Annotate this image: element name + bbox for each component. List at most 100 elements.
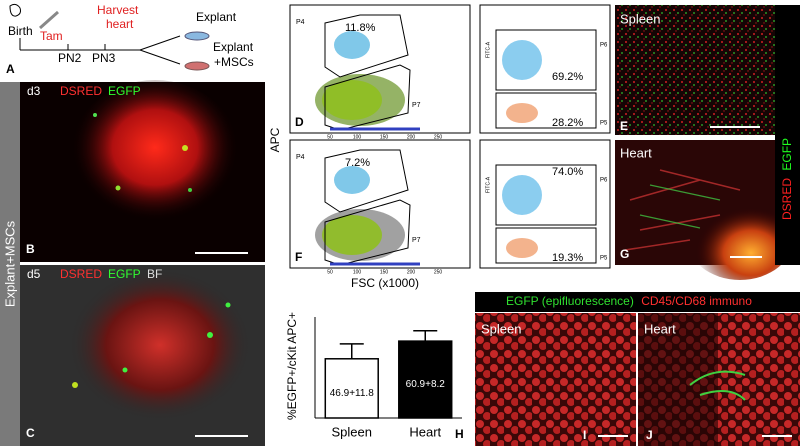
flow-panel: P4 P7 11.8% D 50 100 150 200 250 P6 P5 69.2% 28.2% FI…: [289, 4, 611, 140]
population: [506, 103, 538, 123]
percent: 7.2%: [345, 157, 370, 169]
gate: [495, 92, 597, 129]
gate: [324, 14, 409, 78]
x-tick-label: Spleen: [332, 424, 372, 439]
population: [506, 238, 538, 258]
x-tick-label: 100: [353, 134, 362, 140]
x-tick-label: 200: [407, 134, 416, 140]
panel-letter: F: [295, 250, 302, 264]
x-tick-label: 250: [434, 269, 443, 275]
outcome: Explant: [196, 10, 237, 24]
micrograph: [615, 5, 775, 135]
value-label: 60.9+8.2: [406, 379, 446, 390]
arrow: [139, 35, 181, 65]
stage: PN2: [58, 51, 82, 65]
gate-label: P5: [600, 121, 608, 127]
gate: [324, 199, 411, 266]
immuno-header: [475, 292, 800, 312]
population: [502, 40, 542, 80]
tissue: Heart: [620, 145, 652, 160]
day: d3: [27, 84, 41, 98]
side-label: Explant+MSCs: [2, 220, 17, 307]
population: [322, 215, 382, 255]
x-tick-label: 250: [434, 134, 443, 140]
population: [334, 31, 370, 59]
panel-letter: D: [295, 115, 304, 129]
outcome: Explant: [213, 40, 254, 54]
y-axis-label: APC: [268, 127, 282, 152]
plot-frame: [479, 4, 611, 134]
x-tick-label: 50: [327, 269, 333, 275]
gate: [324, 149, 409, 213]
cell-cluster: [70, 270, 250, 420]
panel-letter: E: [620, 119, 628, 133]
percent: 69.2%: [552, 71, 583, 83]
stage: PN3: [92, 51, 116, 65]
population: [334, 166, 370, 194]
image-c: d5 DSRED EGFP BF C: [20, 265, 265, 446]
gate: [495, 29, 597, 91]
stain: EGFP: [108, 84, 141, 98]
flow-panel: P4 P7 7.2% F 50 100 150 200 250 P6 P5 74.0% 19.3% FIT…: [289, 139, 611, 275]
x-tick-label: 50: [327, 134, 333, 140]
x-tick-label: 150: [380, 269, 389, 275]
dish: [184, 31, 210, 41]
tissue: Spleen: [620, 11, 660, 26]
percent: 74.0%: [552, 166, 583, 178]
panel-letter: I: [583, 428, 586, 442]
mouse-icon: [9, 3, 21, 17]
event: heart: [106, 17, 134, 31]
syringe-icon: [39, 10, 59, 30]
gate-label: P7: [412, 237, 421, 244]
tissue: Spleen: [481, 321, 521, 336]
immuno-header-text: EGFP (epifluorescence) CD45/CD68 immuno: [506, 294, 752, 308]
stain: EGFP (epifluorescence): [506, 294, 634, 308]
image-g: Heart G: [615, 140, 795, 280]
panel-letter: J: [646, 428, 653, 442]
tissue: Heart: [644, 321, 676, 336]
cell-cluster: [685, 190, 795, 280]
stain: EGFP: [108, 267, 141, 281]
stain: DSRED: [780, 178, 794, 220]
gate-label: P6: [600, 178, 608, 184]
gate: [495, 227, 597, 264]
panel-letter: A: [6, 62, 15, 76]
gate-label: P4: [296, 19, 305, 26]
x-tick-label: Heart: [409, 424, 441, 439]
timeline: Birth Tam Harvest heart PN2 PN3 Explant …: [6, 3, 254, 76]
x-axis-label: FSC (x1000): [351, 276, 419, 290]
outcome: +MSCs: [214, 55, 254, 69]
y-axis-label: %EGFP+/cKit APC+: [285, 312, 299, 420]
x-tick-label: 100: [353, 269, 362, 275]
image-j: Heart J: [638, 313, 800, 446]
stain: DSRED: [60, 84, 102, 98]
image-b: d3 DSRED EGFP B: [20, 80, 265, 262]
dish: [184, 61, 210, 71]
event: Birth: [8, 24, 33, 38]
panel-letter: H: [455, 427, 464, 441]
population: [322, 80, 382, 120]
side-bar: [0, 82, 20, 446]
image-e: Spleen E: [615, 5, 775, 135]
gate-label: P6: [600, 43, 608, 49]
percent: 28.2%: [552, 117, 583, 129]
stain-legend: DSRED EGFP: [780, 138, 794, 220]
day: d5: [27, 267, 41, 281]
event: Tam: [40, 29, 63, 43]
y-axis-label: FITC-A: [485, 176, 491, 193]
x-tick-label: 150: [380, 134, 389, 140]
bar: [324, 358, 379, 419]
stain: EGFP: [780, 138, 794, 171]
stain-strip: [775, 5, 800, 265]
cell-cluster: [70, 80, 240, 230]
stain: CD45/CD68 immuno: [641, 294, 752, 308]
gate: [324, 64, 411, 131]
gate-label: P4: [296, 154, 305, 161]
percent: 11.8%: [345, 22, 376, 34]
panel-letter: C: [26, 426, 35, 440]
stain: BF: [147, 267, 162, 281]
bar-chart: %EGFP+/cKit APC+ H 46.9+11.8 Spleen 60.9+8…: [285, 312, 464, 441]
panel-letter: G: [620, 247, 629, 261]
percent: 19.3%: [552, 252, 583, 264]
